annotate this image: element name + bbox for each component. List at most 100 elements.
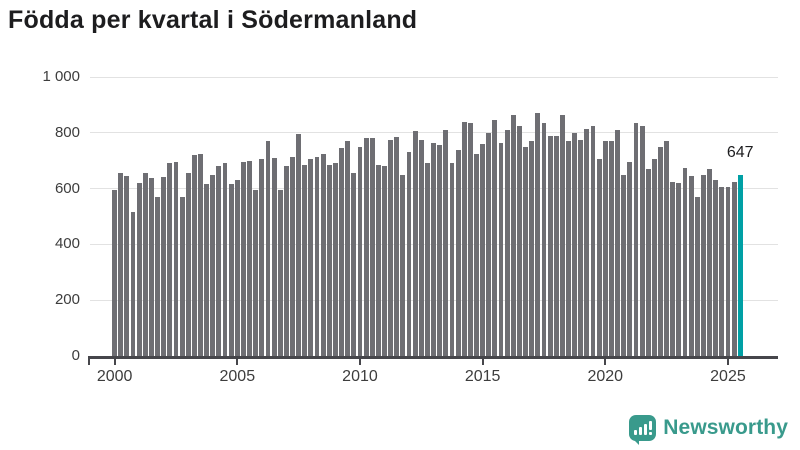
- bar: [394, 136, 400, 356]
- bar: [572, 132, 578, 356]
- x-axis-tick-label: 2020: [587, 368, 624, 385]
- bar: [688, 176, 694, 356]
- bar: [498, 142, 504, 356]
- bar: [112, 189, 118, 356]
- bar: [566, 141, 571, 356]
- bar: [541, 123, 547, 356]
- bar: [731, 181, 737, 356]
- bar: [185, 173, 191, 356]
- bar: [173, 162, 179, 356]
- bar: [155, 196, 161, 356]
- bar: [375, 164, 381, 356]
- bar: [253, 189, 259, 356]
- x-axis-tick-label: 2005: [219, 368, 256, 385]
- logo-exclamation: [648, 421, 652, 435]
- bar: [406, 152, 412, 356]
- bar: [547, 135, 553, 356]
- bar: [615, 130, 620, 356]
- bar: [388, 139, 394, 356]
- bar: [639, 125, 645, 356]
- bar: [259, 159, 265, 356]
- x-axis-tick-label: 2010: [342, 368, 378, 385]
- bar: [314, 156, 320, 356]
- bar: [412, 131, 418, 356]
- bar: [326, 164, 332, 356]
- bar: [713, 180, 719, 356]
- bar: [590, 125, 596, 356]
- bar: [302, 164, 308, 356]
- bar: [161, 177, 167, 356]
- bar: [578, 139, 584, 356]
- bar: [700, 174, 706, 356]
- bar: [382, 166, 387, 356]
- bar: [400, 174, 406, 356]
- x-axis-line: [88, 356, 778, 359]
- x-axis-tick: [481, 359, 484, 365]
- bar: [198, 153, 203, 356]
- y-axis-tick-label: 1 000: [42, 68, 80, 85]
- bar: [363, 138, 369, 356]
- x-axis-tick: [358, 359, 361, 365]
- bar: [308, 159, 314, 356]
- bar: [627, 162, 633, 356]
- bar: [357, 146, 363, 356]
- y-axis-tick-label: 0: [71, 347, 80, 364]
- bar: [124, 176, 130, 356]
- axis-origin-tick: [88, 359, 90, 365]
- bar: [670, 181, 676, 356]
- bar: [676, 183, 682, 356]
- bar: [645, 169, 651, 356]
- gridline-1000: [90, 76, 778, 78]
- bar: [167, 163, 173, 356]
- highlight-value-label: 647: [726, 144, 754, 162]
- y-axis-tick-label: 800: [54, 123, 80, 141]
- bar: [228, 184, 234, 356]
- bar: [467, 123, 473, 356]
- bar: [658, 146, 663, 356]
- bar: [130, 212, 136, 356]
- bar: [449, 163, 455, 356]
- bar: [351, 173, 357, 356]
- logo-exclamation-dot: [648, 432, 652, 435]
- bar: [418, 139, 424, 356]
- logo-exclamation-stem: [648, 421, 652, 430]
- bar: [492, 120, 498, 356]
- bar: [210, 174, 216, 356]
- bar: [455, 149, 461, 356]
- bar: [725, 187, 731, 356]
- x-axis-tick: [604, 359, 607, 365]
- logo-bar-small: [633, 430, 637, 435]
- bar: [290, 156, 295, 356]
- bar: [265, 141, 271, 356]
- bar: [271, 157, 277, 356]
- bar: [136, 183, 142, 356]
- bar: [516, 125, 522, 356]
- bar: [535, 113, 541, 356]
- brand-name: Newsworthy: [663, 416, 788, 439]
- bar: [277, 189, 283, 356]
- bar: [510, 114, 516, 356]
- y-axis-tick-label: 400: [54, 235, 80, 253]
- bar: [240, 162, 246, 356]
- bar: [523, 146, 528, 356]
- logo-bar-large: [643, 424, 647, 435]
- bar: [191, 155, 197, 356]
- bar: [621, 174, 627, 356]
- x-axis-tick-label: 2000: [96, 368, 133, 385]
- x-axis-tick: [236, 359, 239, 365]
- bar: [596, 159, 602, 356]
- x-axis-tick: [726, 359, 729, 365]
- bar: [443, 130, 449, 356]
- bar: [142, 173, 148, 356]
- bar: [296, 134, 302, 356]
- bar: [651, 159, 657, 356]
- bar: [332, 163, 338, 356]
- bar: [437, 145, 443, 356]
- bar: [553, 135, 559, 356]
- bar: [707, 169, 712, 356]
- x-axis-tick: [113, 359, 116, 365]
- bar: [602, 141, 608, 356]
- brand-footer: Newsworthy: [629, 415, 788, 445]
